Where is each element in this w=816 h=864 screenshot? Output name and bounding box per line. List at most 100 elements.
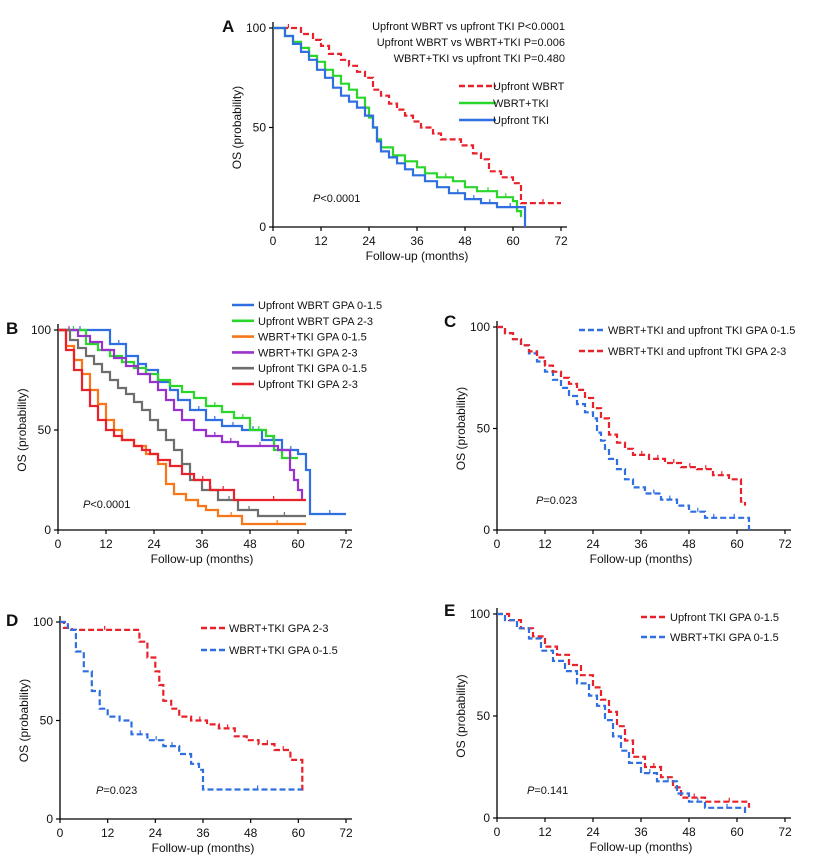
x-tick-label: 48 (243, 537, 257, 551)
legend-label: WBRT+TKI GPA 0-1.5 (229, 645, 338, 657)
x-axis-title: Follow-up (months) (151, 552, 254, 566)
x-tick-label: 0 (57, 826, 64, 840)
panel-b: B 0 12 24 36 48 60 72 0 50 100 Follow-up (months) OS… (6, 300, 382, 566)
survival-curve-5 (58, 328, 306, 518)
p-value-text: <0.0001 (320, 193, 360, 205)
survival-curve-1 (58, 328, 346, 516)
p-value-symbol: P (83, 499, 91, 511)
comparison-text: WBRT+TKI vs upfront TKI P=0.480 (394, 53, 565, 65)
x-tick-label: 60 (291, 537, 305, 551)
legend-label: WBRT+TKI GPA 2-3 (229, 623, 329, 635)
x-tick-label: 48 (682, 537, 696, 551)
x-axis-title: Follow-up (months) (590, 552, 693, 566)
x-tick-label: 36 (195, 537, 209, 551)
panel-e: E 0 12 24 36 48 60 72 0 50 100 Follow-up (months) OS… (444, 601, 792, 854)
survival-curve-4 (58, 328, 304, 500)
x-axis-title: Follow-up (months) (152, 841, 255, 855)
p-value-text: =0.023 (103, 785, 137, 797)
panel-letter: C (444, 312, 456, 331)
comparison-text: Upfront WBRT vs upfront TKI P<0.0001 (372, 21, 565, 33)
x-tick-label: 48 (244, 826, 258, 840)
x-tick-label: 12 (101, 826, 115, 840)
y-tick-label: 0 (483, 523, 490, 537)
x-tick-label: 0 (494, 537, 501, 551)
legend-label: Upfront TKI GPA 0-1.5 (670, 612, 779, 624)
legend-label: Upfront TKI (493, 115, 549, 127)
legend-label: Upfront WBRT GPA 0-1.5 (258, 300, 382, 312)
y-tick-label: 100 (470, 607, 490, 621)
survival-curve-6 (58, 328, 306, 502)
survival-curve-1 (60, 620, 307, 791)
p-value-annotation: P<0.0001 (313, 193, 360, 205)
y-axis-title: OS (probability) (17, 679, 31, 762)
comparison-text: Upfront WBRT vs WBRT+TKI P=0.006 (377, 37, 565, 49)
x-tick-label: 24 (586, 537, 600, 551)
y-tick-label: 100 (470, 320, 490, 334)
x-tick-label: 36 (634, 537, 648, 551)
y-tick-label: 0 (259, 220, 266, 234)
p-value-text: <0.0001 (90, 499, 130, 511)
panel-letter: D (6, 611, 18, 630)
x-tick-label: 48 (458, 234, 472, 248)
x-tick-label: 24 (362, 234, 376, 248)
x-tick-label: 72 (554, 234, 568, 248)
x-tick-label: 36 (634, 825, 648, 839)
x-tick-label: 24 (147, 537, 161, 551)
survival-curve-2 (58, 328, 298, 460)
p-value-annotation: P<0.0001 (83, 499, 130, 511)
x-tick-label: 60 (730, 825, 744, 839)
panel-letter: A (222, 17, 234, 36)
legend-label: WBRT+TKI GPA 0-1.5 (670, 632, 779, 644)
survival-curve-2 (60, 620, 303, 791)
x-tick-label: 72 (339, 826, 353, 840)
y-tick-label: 0 (44, 523, 51, 537)
panel-letter: E (444, 601, 455, 620)
p-value-symbol: P (536, 495, 544, 507)
x-axis-title: Follow-up (months) (366, 249, 469, 263)
legend-label: Upfront TKI GPA 0-1.5 (258, 363, 367, 375)
y-tick-label: 0 (46, 812, 53, 826)
x-tick-label: 60 (730, 537, 744, 551)
panel-letter: B (6, 319, 18, 338)
p-value-annotation: P=0.023 (536, 495, 577, 507)
x-tick-label: 24 (149, 826, 163, 840)
x-tick-label: 72 (778, 825, 792, 839)
x-tick-label: 60 (292, 826, 306, 840)
y-tick-label: 50 (253, 121, 267, 135)
y-axis-title: OS (probability) (454, 387, 468, 470)
y-axis-title: OS (probability) (230, 86, 244, 169)
legend-label: WBRT+TKI and upfront TKI GPA 0-1.5 (608, 325, 795, 337)
p-value-symbol: P (527, 785, 535, 797)
survival-curve-1 (497, 325, 751, 530)
legend-label: WBRT+TKI and upfront TKI GPA 2-3 (608, 346, 786, 358)
x-tick-label: 48 (682, 825, 696, 839)
x-tick-label: 72 (339, 537, 353, 551)
x-tick-label: 12 (538, 825, 552, 839)
legend-label: Upfront TKI GPA 2-3 (258, 379, 358, 391)
p-value-symbol: P (96, 785, 104, 797)
panel-c: C 0 12 24 36 48 60 72 0 50 100 Follow-up (months) OS… (444, 312, 795, 566)
survival-curve-2 (497, 325, 747, 506)
p-value-annotation: P=0.141 (527, 785, 568, 797)
x-tick-label: 12 (314, 234, 328, 248)
y-tick-label: 100 (31, 323, 51, 337)
p-value-annotation: P=0.023 (96, 785, 137, 797)
y-tick-label: 50 (477, 422, 491, 436)
panel-a: A 0 12 24 36 48 60 72 0 50 100 Follow-up (months) OS… (222, 17, 568, 263)
x-tick-label: 36 (196, 826, 210, 840)
y-tick-label: 0 (483, 811, 490, 825)
x-axis-title: Follow-up (months) (590, 840, 693, 854)
p-value-text: =0.023 (543, 495, 577, 507)
legend-label: WBRT+TKI (493, 98, 549, 110)
legend-label: Upfront WBRT (493, 81, 565, 93)
y-tick-label: 50 (38, 423, 52, 437)
survival-curve-3 (273, 26, 527, 227)
legend-label: WBRT+TKI GPA 2-3 (258, 347, 358, 359)
x-tick-label: 60 (506, 234, 520, 248)
p-value-text: =0.141 (534, 785, 568, 797)
x-tick-label: 0 (55, 537, 62, 551)
y-tick-label: 100 (33, 615, 53, 629)
x-tick-label: 24 (586, 825, 600, 839)
y-axis-title: OS (probability) (15, 388, 29, 471)
